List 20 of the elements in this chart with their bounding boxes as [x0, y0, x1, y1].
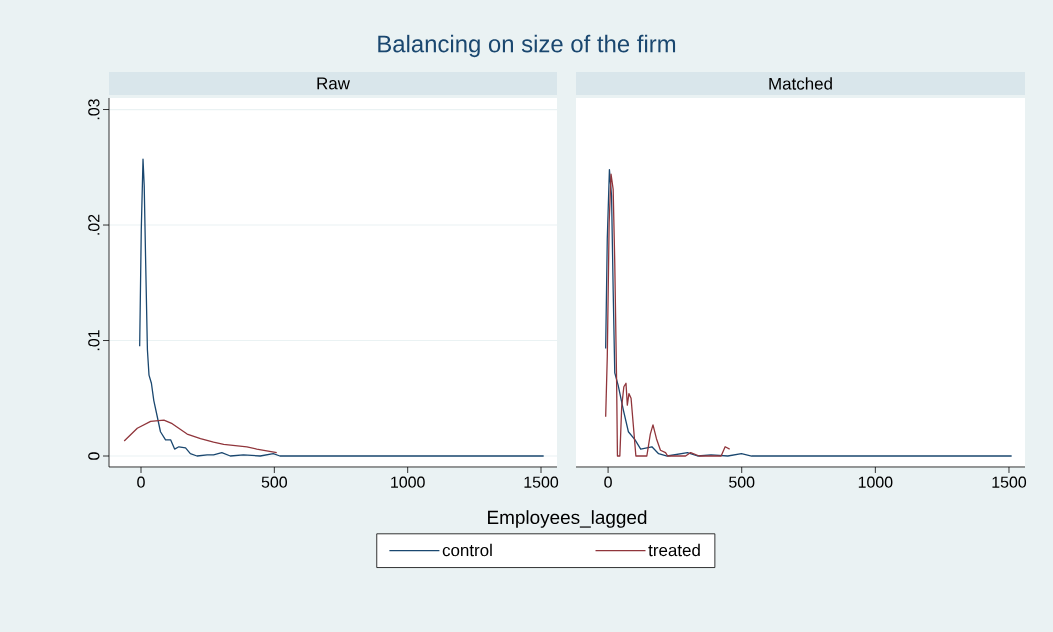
y-tick-label: 0	[88, 452, 100, 460]
x-tick-label: 0	[604, 476, 612, 488]
chart-subtitle: Raw	[317, 77, 350, 90]
x-tick-label: 500	[261, 476, 288, 488]
chart-subtitle: Matched	[769, 77, 832, 90]
x-tick-label: 1000	[858, 476, 893, 488]
line-series	[139, 158, 545, 457]
x-tick-label: 1500	[524, 476, 559, 488]
x-axis-title: Employees_lagged	[488, 510, 647, 528]
x-tick-label: 1000	[391, 476, 425, 488]
y-tick-label: .02	[88, 214, 100, 235]
x-tick-label: 500	[729, 476, 755, 488]
x-tick-label: 0	[137, 476, 145, 488]
legend-label: control	[442, 543, 492, 557]
legend-label: treated	[648, 543, 700, 557]
y-tick-label: .01	[88, 330, 100, 351]
y-tick-label: .03	[88, 99, 100, 120]
x-tick-label: 1500	[992, 476, 1027, 488]
line-series	[123, 419, 278, 454]
chart-title: Balancing on size of the firm	[378, 34, 676, 58]
